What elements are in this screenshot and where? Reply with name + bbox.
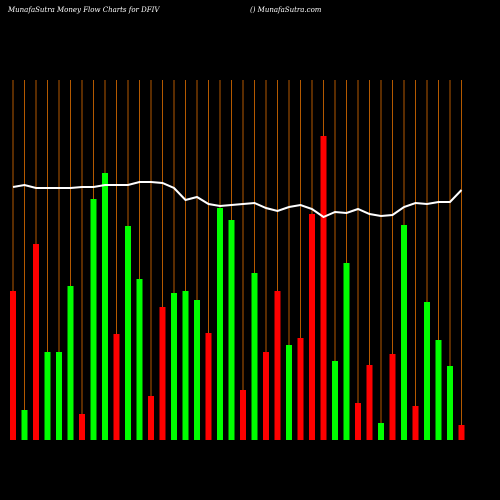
bar — [412, 406, 419, 440]
bar — [217, 208, 223, 440]
bar — [389, 354, 396, 440]
bar — [79, 414, 85, 440]
bar — [366, 365, 373, 440]
bar — [171, 293, 177, 440]
source-label: () MunafaSutra.com — [250, 6, 322, 14]
bar — [274, 291, 281, 440]
bar — [343, 263, 350, 440]
bar — [297, 338, 304, 440]
bar — [205, 333, 212, 440]
bar — [447, 366, 453, 440]
bar — [33, 244, 39, 440]
bar — [90, 199, 97, 440]
money-flow-line — [12, 181, 463, 219]
bar — [228, 220, 235, 440]
bar — [378, 423, 384, 440]
bar — [401, 225, 407, 440]
bar — [435, 340, 442, 440]
bar — [424, 302, 430, 440]
bar — [44, 352, 51, 440]
bar — [263, 352, 269, 440]
bar — [355, 403, 361, 440]
bar — [251, 273, 258, 440]
bar — [56, 352, 62, 440]
bar — [332, 361, 338, 440]
bar — [67, 286, 74, 440]
bar — [240, 390, 246, 440]
bar — [113, 334, 120, 440]
bar — [320, 136, 327, 440]
bar — [102, 173, 108, 440]
bar — [10, 291, 16, 440]
bar — [148, 396, 154, 440]
bar — [159, 307, 166, 440]
bar — [21, 410, 28, 440]
chart-title: MunafaSutra Money Flow Charts for DFIV — [7, 6, 160, 14]
bar — [286, 345, 292, 440]
bar — [194, 300, 200, 440]
bar — [125, 226, 131, 440]
bar — [136, 279, 143, 440]
bar — [458, 425, 465, 440]
bar — [182, 291, 189, 440]
bar — [309, 214, 315, 440]
